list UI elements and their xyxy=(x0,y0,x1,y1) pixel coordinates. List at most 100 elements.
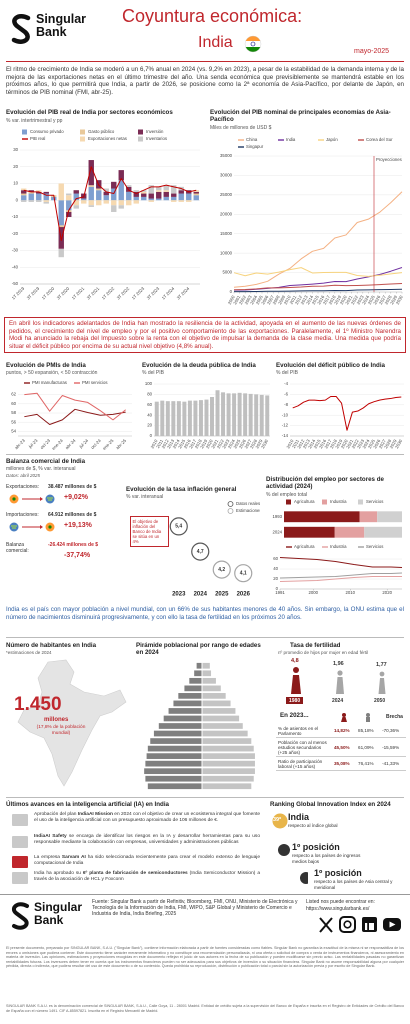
y-tick-label: -10 xyxy=(12,214,19,219)
bar xyxy=(88,185,94,187)
gender-table: % de asientos en el Parlamento 14,82% 85,1… xyxy=(276,724,406,771)
logo-text: Singular Bank xyxy=(34,900,83,927)
x-tick-label: 2003 xyxy=(244,294,253,305)
gap-header: Brecha xyxy=(386,714,403,720)
bar xyxy=(28,191,34,194)
divider xyxy=(6,454,404,455)
x-tick-label: 2023 xyxy=(172,592,186,598)
bar xyxy=(81,198,87,201)
line-series xyxy=(23,166,197,241)
x-tick-label: 2030 xyxy=(395,294,404,305)
bar xyxy=(254,394,259,436)
x-tick-label: 2022 xyxy=(350,294,359,305)
chart-title: Distribución del empleo por sectores de … xyxy=(266,476,384,491)
bar xyxy=(126,191,132,201)
y-tick-label: -20 xyxy=(12,231,19,236)
icon xyxy=(12,856,28,868)
bar xyxy=(133,190,139,192)
bar xyxy=(103,200,109,204)
rank-head: 1º posición xyxy=(292,842,340,852)
bar xyxy=(36,190,42,192)
icon-x[interactable] xyxy=(319,917,333,933)
legend-label: Agricultura xyxy=(294,544,315,549)
x-tick-label: 2021 xyxy=(210,438,219,449)
x-tick-label: 2010 xyxy=(150,438,159,449)
x-tick-label: jul-24 xyxy=(78,438,90,450)
y-tick-label: -30 xyxy=(12,248,19,253)
bar xyxy=(148,193,154,199)
x-tick-label: 1T 2022 xyxy=(101,286,116,301)
chart: 0500010000150002000025000300003500020002… xyxy=(220,137,404,305)
bar xyxy=(265,395,270,436)
legend-label: Servicios xyxy=(366,499,383,504)
bar xyxy=(202,677,216,684)
bar xyxy=(359,511,378,523)
bar xyxy=(171,185,177,194)
paragraph: En abril los indicadores adelantados de … xyxy=(4,317,406,354)
y-tick-label: -14 xyxy=(282,433,289,438)
x-tick-label: 2009 xyxy=(277,294,286,305)
bar xyxy=(158,723,202,729)
bar xyxy=(202,730,248,737)
x-tick-label: 2015 xyxy=(313,438,322,449)
y-tick-label: 0 xyxy=(150,433,153,438)
bar xyxy=(96,190,102,201)
fertility-value: 1,96 xyxy=(333,661,344,667)
y-tick-label: -40 xyxy=(12,264,19,269)
x-tick-label: 2024 xyxy=(227,438,236,449)
chart-title: Evolución del PIB nominal de principales… xyxy=(210,109,391,124)
bar xyxy=(43,200,49,202)
x-tick-label: 2014 xyxy=(307,438,316,449)
legend-label: China xyxy=(246,137,258,142)
find-us: Listed nos puede encontrar en: xyxy=(306,899,375,905)
bar xyxy=(193,400,198,436)
chart-subtitle: Miles de millones de USD $ xyxy=(210,125,272,131)
ai-bullet: IndiaAI Safety se encarga de identificar… xyxy=(34,834,260,846)
bar xyxy=(194,670,202,677)
bar xyxy=(156,186,162,191)
cell: -15,59% xyxy=(380,737,406,757)
bar xyxy=(36,191,42,194)
x-tick-label: 2019 xyxy=(333,294,342,305)
x-tick-label: 3T 2022 xyxy=(116,286,131,301)
bar xyxy=(171,193,177,197)
y-tick-label: 54 xyxy=(11,429,16,434)
bar xyxy=(148,185,154,194)
y-tick-label: 40 xyxy=(147,412,152,417)
rank-text: respecto al índice global xyxy=(288,823,338,828)
x-tick-label: 3T 2021 xyxy=(86,286,101,301)
bar xyxy=(118,200,124,206)
legend-swatch xyxy=(227,508,234,514)
rank-text: respecto a los países de ingresos medios… xyxy=(292,853,361,864)
inflation-note: El objetivo de inflación del Banco de In… xyxy=(130,516,169,547)
x-tick-label: 2018 xyxy=(194,438,203,449)
trade-change: +19,13% xyxy=(64,522,92,529)
bar xyxy=(118,205,124,209)
legend-swatch xyxy=(138,136,143,142)
y-tick-label: 100 xyxy=(145,381,153,386)
y-tick-label: 40 xyxy=(273,566,278,571)
legend-label: PMI manufacturas xyxy=(32,380,67,385)
chart: 0 20 40 60 80 100 2010201120122013201420152016… xyxy=(145,381,270,449)
x-tick-label: 1T 2024 xyxy=(161,286,176,301)
bar xyxy=(156,190,162,192)
population-unit: millones xyxy=(44,717,69,723)
x-tick-label: oct-24 xyxy=(90,438,102,450)
x-tick-label: 3T 2019 xyxy=(26,286,41,301)
text: se encarga de identificar los riesgos en… xyxy=(34,834,260,845)
x-tick-label: 1991 xyxy=(275,590,285,595)
map-india xyxy=(17,659,127,787)
y-tick-label: 0 xyxy=(276,586,279,591)
line-series xyxy=(233,267,403,291)
icon-instagram[interactable] xyxy=(339,916,356,933)
cell: 85,18% xyxy=(356,724,381,738)
bar xyxy=(202,670,212,677)
bubble xyxy=(234,564,253,583)
bubble xyxy=(169,517,188,536)
icon xyxy=(12,872,28,884)
bar xyxy=(202,783,252,790)
bar xyxy=(202,708,236,714)
x-tick-label: 2020 xyxy=(339,294,348,305)
url[interactable]: https://www.singularbank.es/ xyxy=(306,906,370,912)
